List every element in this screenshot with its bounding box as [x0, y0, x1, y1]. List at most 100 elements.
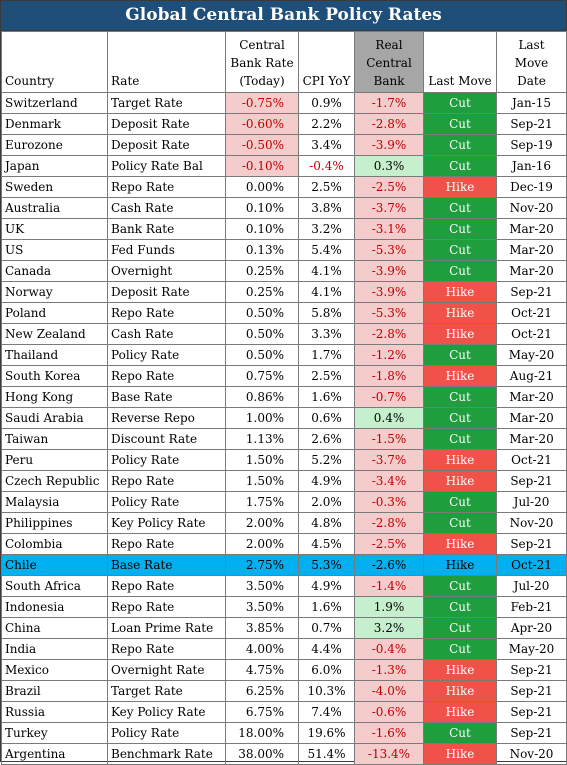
cell-real-rate-value: -0.7% — [371, 390, 407, 404]
table-row[interactable]: Argentina Benchmark Rate 38.00% 51.4% -13.4%… — [1, 743, 567, 765]
cell-rate-value: Policy Rate — [111, 495, 180, 509]
cell-cpi-value: 6.0% — [311, 663, 342, 677]
header-real[interactable]: Real Central Bank — [354, 31, 424, 93]
cell-cb-rate: 1.50% — [225, 449, 299, 471]
cell-real-rate-value: -1.5% — [371, 432, 407, 446]
cell-rate: Bank Rate — [107, 218, 226, 240]
cell-country-value: South Africa — [5, 579, 81, 593]
cell-last-move-date-value: Sep-21 — [510, 705, 553, 719]
cell-cpi: 4.1% — [298, 260, 355, 282]
header-country[interactable]: Country — [1, 31, 108, 93]
cell-last-move: Cut — [423, 428, 497, 450]
header-date-line2: Move — [514, 56, 549, 70]
cell-country-value: Thailand — [5, 348, 59, 362]
cell-last-move-date: Aug-21 — [496, 365, 567, 387]
cell-rate: Fed Funds — [107, 239, 226, 261]
table-row[interactable]: Thailand Policy Rate 0.50% 1.7% -1.2% Cut May-… — [1, 344, 567, 366]
table-row[interactable]: US Fed Funds 0.13% 5.4% -5.3% Cut Mar-20 — [1, 239, 567, 261]
header-cpi[interactable]: CPI YoY — [298, 31, 355, 93]
table-row[interactable]: Malaysia Policy Rate 1.75% 2.0% -0.3% Cut Jul-… — [1, 491, 567, 513]
table-row[interactable]: India Repo Rate 4.00% 4.4% -0.4% Cut May-20 — [1, 638, 567, 660]
table-row[interactable]: Saudi Arabia Reverse Repo 1.00% 0.6% 0.4% Cut… — [1, 407, 567, 429]
cell-last-move: Cut — [423, 617, 497, 639]
cell-country-value: Mexico — [5, 663, 49, 677]
table-row[interactable]: Norway Deposit Rate 0.25% 4.1% -3.9% Hike Sep-… — [1, 281, 567, 303]
table-row[interactable]: Russia Key Policy Rate 6.75% 7.4% -0.6% Hike S… — [1, 701, 567, 723]
cell-cpi: 19.6% — [298, 722, 355, 744]
table-row[interactable]: Turkey Policy Rate 18.00% 19.6% -1.6% Cut Sep-… — [1, 722, 567, 744]
table-row[interactable]: Philippines Key Policy Rate 2.00% 4.8% -2.8%… — [1, 512, 567, 534]
header-rate[interactable]: Rate — [107, 31, 226, 93]
cell-last-move-date: Oct-21 — [496, 323, 567, 345]
cell-country: Saudi Arabia — [1, 407, 108, 429]
table-row[interactable]: Mexico Overnight Rate 4.75% 6.0% -1.3% Hike Se… — [1, 659, 567, 681]
table-row[interactable]: South Korea Repo Rate 0.75% 2.5% -1.8% Hike Au… — [1, 365, 567, 387]
cell-rate-value: Policy Rate Bal — [111, 159, 203, 173]
cell-country-value: Indonesia — [5, 600, 65, 614]
cell-real-rate: -1.3% — [354, 659, 424, 681]
table-row[interactable]: Australia Cash Rate 0.10% 3.8% -3.7% Cut Nov-2… — [1, 197, 567, 219]
cell-country-value: Peru — [5, 453, 34, 467]
cell-cpi: -0.4% — [298, 155, 355, 177]
header-last-move-date[interactable]: Last Move Date — [496, 31, 567, 93]
table-row[interactable]: UK Bank Rate 0.10% 3.2% -3.1% Cut Mar-20 — [1, 218, 567, 240]
table-row[interactable]: New Zealand Cash Rate 0.50% 3.3% -2.8% Hike Oc… — [1, 323, 567, 345]
cell-country: Mexico — [1, 659, 108, 681]
cell-last-move-date: Jul-20 — [496, 575, 567, 597]
table-row[interactable]: Chile Base Rate 2.75% 5.3% -2.6% Hike Oct-21 — [1, 554, 567, 576]
table-row[interactable]: South Africa Repo Rate 3.50% 4.9% -1.4% Cut Ju… — [1, 575, 567, 597]
cell-last-move-value: Cut — [449, 348, 471, 362]
cell-real-rate: -1.4% — [354, 575, 424, 597]
table-row[interactable]: Taiwan Discount Rate 1.13% 2.6% -1.5% Cut Mar-… — [1, 428, 567, 450]
cell-cb-rate-value: 1.75% — [245, 495, 284, 509]
cell-last-move-date-value: Feb-21 — [510, 600, 553, 614]
cell-last-move-value: Cut — [449, 600, 471, 614]
cell-rate-value: Benchmark Rate — [111, 747, 213, 761]
header-last-move[interactable]: Last Move — [423, 31, 497, 93]
header-cb-rate[interactable]: Central Bank Rate (Today) — [225, 31, 299, 93]
table-row[interactable]: Hong Kong Base Rate 0.86% 1.6% -0.7% Cut Mar-2… — [1, 386, 567, 408]
cell-last-move-value: Hike — [445, 684, 475, 698]
table-row[interactable]: Canada Overnight 0.25% 4.1% -3.9% Cut Mar-20 — [1, 260, 567, 282]
cell-cpi: 3.3% — [298, 323, 355, 345]
table-row[interactable]: Colombia Repo Rate 2.00% 4.5% -2.5% Hike Sep-2… — [1, 533, 567, 555]
cell-rate: Policy Rate — [107, 344, 226, 366]
table-row[interactable]: Peru Policy Rate 1.50% 5.2% -3.7% Hike Oct-21 — [1, 449, 567, 471]
cell-cb-rate-value: 0.10% — [245, 201, 284, 215]
table-row[interactable]: Denmark Deposit Rate -0.60% 2.2% -2.8% Cut Sep… — [1, 113, 567, 135]
cell-last-move-value: Cut — [449, 621, 471, 635]
cell-real-rate-value: -3.4% — [371, 474, 407, 488]
table-row[interactable]: Switzerland Target Rate -0.75% 0.9% -1.7% Cut… — [1, 92, 567, 114]
cell-country-value: US — [5, 243, 24, 257]
cell-country-value: Chile — [5, 558, 37, 572]
table-row[interactable]: Indonesia Repo Rate 3.50% 1.6% 1.9% Cut Feb-21 — [1, 596, 567, 618]
cell-last-move: Cut — [423, 260, 497, 282]
cell-real-rate-value: -5.3% — [371, 306, 407, 320]
cell-country-value: Brazil — [5, 684, 41, 698]
cell-rate-value: Cash Rate — [111, 201, 174, 215]
cell-country-value: Turkey — [5, 726, 48, 740]
cell-last-move-date-value: Apr-20 — [510, 621, 553, 635]
header-cb-rate-line1: Central — [239, 38, 285, 52]
table-row[interactable]: Brazil Target Rate 6.25% 10.3% -4.0% Hike Sep-… — [1, 680, 567, 702]
cell-last-move-value: Cut — [449, 495, 471, 509]
cell-last-move-date: Jan-16 — [496, 155, 567, 177]
cell-last-move-date-value: Sep-21 — [510, 537, 553, 551]
table-row[interactable]: Sweden Repo Rate 0.00% 2.5% -2.5% Hike Dec-19 — [1, 176, 567, 198]
table-row[interactable]: Eurozone Deposit Rate -0.50% 3.4% -3.9% Cut Se… — [1, 134, 567, 156]
table-row[interactable]: China Loan Prime Rate 3.85% 0.7% 3.2% Cut Apr-… — [1, 617, 567, 639]
cell-real-rate: -3.7% — [354, 197, 424, 219]
table-row[interactable]: Poland Repo Rate 0.50% 5.8% -5.3% Hike Oct-21 — [1, 302, 567, 324]
cell-last-move-date-value: May-20 — [508, 642, 555, 656]
table-row[interactable]: Czech Republic Repo Rate 1.50% 4.9% -3.4% Hik… — [1, 470, 567, 492]
cell-rate: Repo Rate — [107, 575, 226, 597]
cell-last-move-date: Nov-20 — [496, 512, 567, 534]
cell-last-move-date: Nov-20 — [496, 743, 567, 765]
cell-cb-rate: 4.00% — [225, 638, 299, 660]
cell-real-rate: -0.3% — [354, 491, 424, 513]
cell-real-rate: -1.2% — [354, 344, 424, 366]
table-row[interactable]: Japan Policy Rate Bal -0.10% -0.4% 0.3% Cut Ja… — [1, 155, 567, 177]
cell-cb-rate: 0.10% — [225, 218, 299, 240]
cell-last-move-date: Oct-21 — [496, 449, 567, 471]
